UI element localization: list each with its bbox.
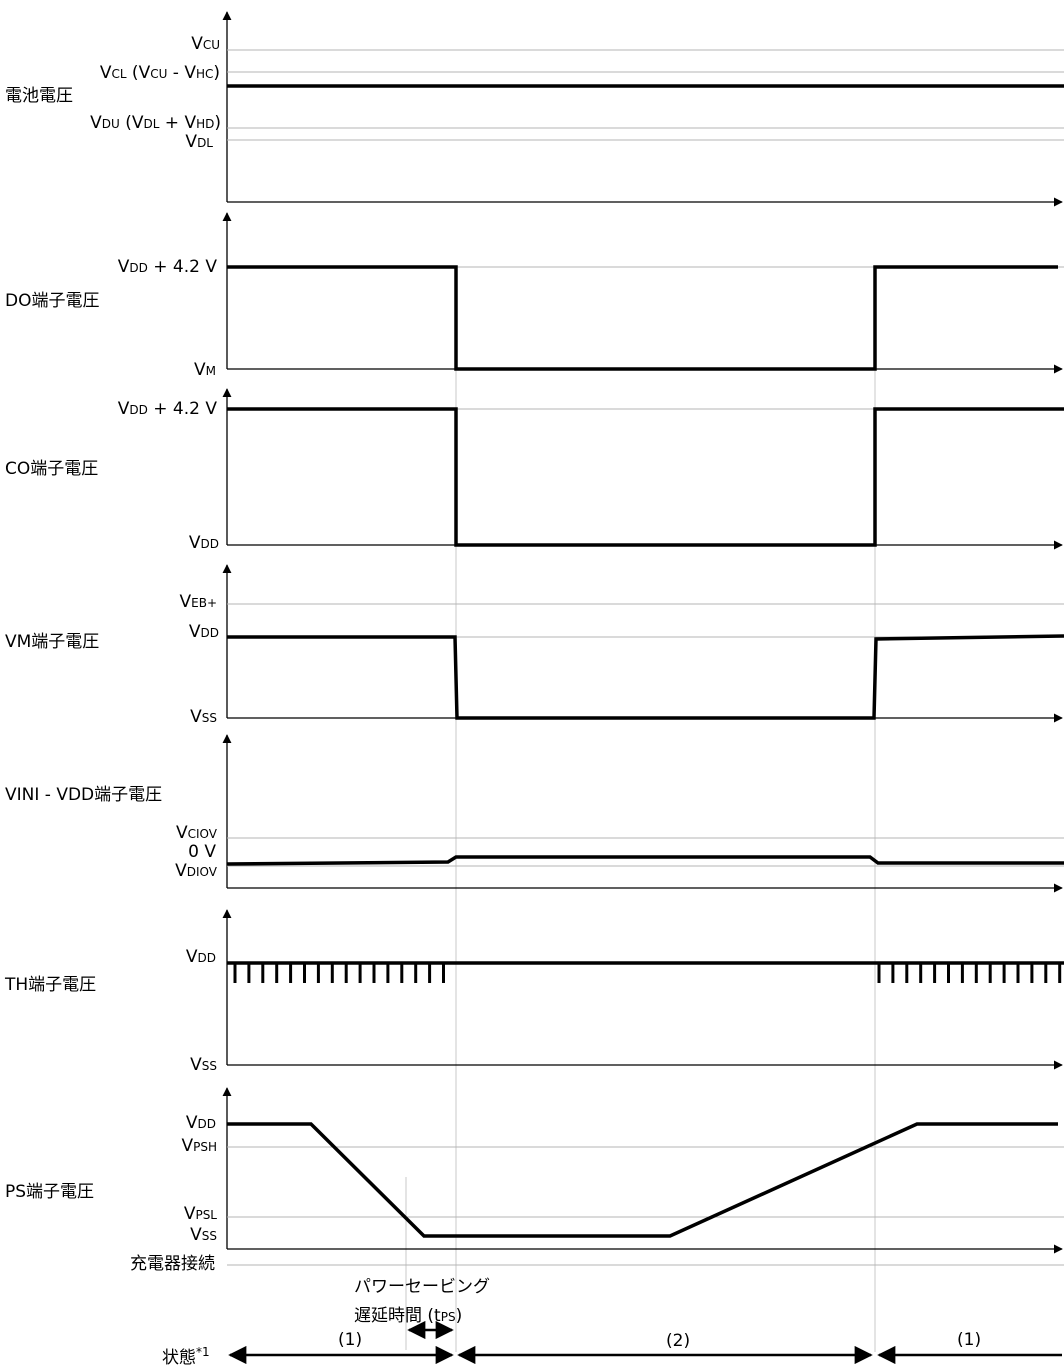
level-vdl: VDL <box>185 132 213 152</box>
power-saving-label-line1: パワーセービング <box>354 1277 490 1297</box>
vm-pin-waveform <box>227 634 1064 720</box>
do-pin-voltage-panel: DO端子電圧 VDD + 4.2 V VM <box>5 212 1064 380</box>
th-pulses-right <box>877 963 1062 983</box>
state-2-label: (2) <box>666 1331 690 1351</box>
level-vpsh: VPSH <box>181 1136 217 1156</box>
level-vss: VSS <box>190 1055 217 1075</box>
level-vdu: VDU (VDL + VHD) <box>90 113 221 133</box>
level-vdd: VDD <box>189 622 219 642</box>
vini-vdd-waveform <box>226 855 1064 866</box>
level-vcu: VCU <box>191 34 220 54</box>
th-pin-voltage-label: TH端子電圧 <box>4 975 96 995</box>
do-pin-waveform <box>227 265 1058 371</box>
level-vdd-plus-4-2: VDD + 4.2 V <box>118 257 218 277</box>
do-pin-voltage-label: DO端子電圧 <box>5 291 99 311</box>
level-vss: VSS <box>190 1225 217 1245</box>
ps-pin-voltage-label: PS端子電圧 <box>5 1182 94 1202</box>
level-vdd: VDD <box>189 533 219 553</box>
level-vpsl: VPSL <box>184 1204 217 1224</box>
co-pin-waveform <box>227 407 1064 547</box>
state-label: 状態*1 <box>162 1345 210 1368</box>
level-vdiov: VDIOV <box>175 861 218 881</box>
co-pin-voltage-panel: CO端子電圧 VDD + 4.2 V VDD <box>5 388 1064 553</box>
ps-pin-waveform <box>227 1122 1058 1238</box>
vm-pin-voltage-panel: VM端子電圧 VEB+ VDD VSS <box>5 564 1064 727</box>
level-veb: VEB+ <box>179 592 217 612</box>
th-pin-voltage-panel: TH端子電圧 VDD VSS <box>4 909 1064 1075</box>
charger-connection-label: 充電器接続 <box>130 1254 215 1274</box>
th-pulses-left <box>233 963 445 983</box>
level-zero-v: 0 V <box>188 842 216 862</box>
event-separators <box>405 268 876 1352</box>
level-vdd: VDD <box>186 1113 216 1133</box>
level-vcl: VCL (VCU - VHC) <box>100 63 220 83</box>
ps-pin-voltage-panel: PS端子電圧 VDD VPSH VPSL VSS 充電器接続 <box>5 1087 1064 1274</box>
vm-pin-voltage-label: VM端子電圧 <box>5 632 99 652</box>
level-vdd: VDD <box>186 947 216 967</box>
vini-vdd-voltage-label: VINI - VDD端子電圧 <box>5 785 162 805</box>
state-1-label: (1) <box>338 1330 362 1350</box>
battery-voltage-label: 電池電圧 <box>5 86 73 106</box>
power-saving-annotation: パワーセービング 遅延時間 (tPS) <box>354 1277 490 1340</box>
power-saving-label-line2: 遅延時間 (tPS) <box>354 1306 462 1326</box>
level-vm: VM <box>194 360 216 380</box>
state-1b-label: (1) <box>957 1330 981 1350</box>
vini-vdd-voltage-panel: VINI - VDD端子電圧 VCIOV 0 V VDIOV <box>5 734 1064 893</box>
state-row: 状態*1 (1) (2) (1) <box>162 1330 1062 1368</box>
battery-voltage-panel: 電池電圧 VCU VCL (VCU - VHC) VDU (VDL + VHD)… <box>5 11 1064 207</box>
level-vciov: VCIOV <box>176 823 218 843</box>
co-pin-voltage-label: CO端子電圧 <box>5 459 98 479</box>
level-vss: VSS <box>190 707 217 727</box>
level-vdd-plus-4-2: VDD + 4.2 V <box>118 399 218 419</box>
